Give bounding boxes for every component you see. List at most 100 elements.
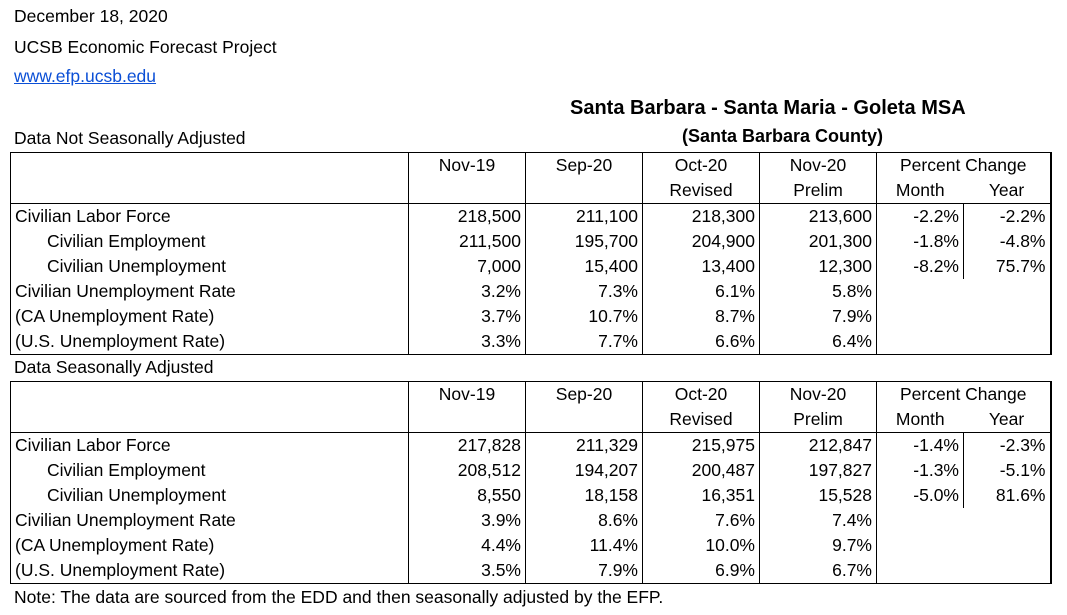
cell-value: 208,512	[408, 458, 526, 483]
cell-value: 7.7%	[525, 329, 643, 355]
cell-value: 6.9%	[642, 558, 760, 584]
cell-value: 9.7%	[759, 533, 877, 558]
col-oct20: Oct-20	[642, 381, 760, 407]
cell-value: 10.7%	[525, 304, 643, 329]
cell-value: 213,600	[759, 203, 877, 229]
cell-value: 218,500	[408, 203, 526, 229]
cell-value: 16,351	[642, 483, 760, 508]
row-label: (CA Unemployment Rate)	[10, 533, 409, 558]
cell-value: 201,300	[759, 229, 877, 254]
cell-value: 7,000	[408, 254, 526, 279]
cell-value: 3.9%	[408, 508, 526, 533]
row-label: Civilian Employment	[10, 229, 409, 254]
cell-value: 8.6%	[525, 508, 643, 533]
table-row: Civilian Employment 211,500 195,700 204,…	[10, 229, 1052, 254]
table-row: (U.S. Unemployment Rate) 3.5% 7.9% 6.9% …	[10, 558, 1052, 584]
cell-value: 3.7%	[408, 304, 526, 329]
row-label: Civilian Unemployment Rate	[10, 508, 409, 533]
col-month: Month	[876, 178, 964, 204]
sa-header-row-2: Revised Prelim Month Year	[10, 407, 1052, 433]
cell-value: 7.9%	[525, 558, 643, 584]
cell-month-change: -5.0%	[876, 483, 964, 508]
row-label: Civilian Unemployment Rate	[10, 279, 409, 304]
cell-value: 200,487	[642, 458, 760, 483]
report-date: December 18, 2020	[14, 6, 168, 26]
cell-value: 12,300	[759, 254, 877, 279]
nsa-header-row-2: Revised Prelim Month Year	[10, 178, 1052, 204]
cell-year-change: 75.7%	[963, 254, 1052, 279]
cell-value: 3.3%	[408, 329, 526, 355]
cell-year-change: 81.6%	[963, 483, 1052, 508]
organization-name: UCSB Economic Forecast Project	[14, 37, 277, 57]
col-year: Year	[963, 178, 1052, 204]
table-row: Civilian Labor Force 218,500 211,100 218…	[10, 203, 1052, 229]
row-label: Civilian Unemployment	[10, 483, 409, 508]
cell-value: 4.4%	[408, 533, 526, 558]
row-label: (U.S. Unemployment Rate)	[10, 558, 409, 584]
sa-section-heading: Data Seasonally Adjusted	[14, 357, 214, 377]
col-year: Year	[963, 407, 1052, 433]
col-nov20-sub: Prelim	[759, 178, 877, 204]
cell-value: 197,827	[759, 458, 877, 483]
table-row: Civilian Unemployment Rate 3.2% 7.3% 6.1…	[10, 279, 1052, 304]
cell-month-change: -2.2%	[876, 203, 964, 229]
col-sep20: Sep-20	[525, 152, 643, 178]
cell-value: 218,300	[642, 203, 760, 229]
row-label: (CA Unemployment Rate)	[10, 304, 409, 329]
cell-value: 3.2%	[408, 279, 526, 304]
cell-value: 10.0%	[642, 533, 760, 558]
col-sep20: Sep-20	[525, 381, 643, 407]
table-row: Civilian Unemployment Rate 3.9% 8.6% 7.6…	[10, 508, 1052, 533]
table-row: Civilian Unemployment 8,550 18,158 16,35…	[10, 483, 1052, 508]
col-oct20: Oct-20	[642, 152, 760, 178]
msa-title: Santa Barbara - Santa Maria - Goleta MSA	[570, 97, 966, 119]
col-nov20: Nov-20	[759, 381, 877, 407]
cell-value: 7.6%	[642, 508, 760, 533]
cell-value: 217,828	[408, 432, 526, 458]
cell-value: 6.4%	[759, 329, 877, 355]
col-oct20-sub: Revised	[642, 407, 760, 433]
cell-value: 11.4%	[525, 533, 643, 558]
cell-year-change: -4.8%	[963, 229, 1052, 254]
table-row: (CA Unemployment Rate) 4.4% 11.4% 10.0% …	[10, 533, 1052, 558]
cell-value: 5.8%	[759, 279, 877, 304]
cell-value: 211,500	[408, 229, 526, 254]
col-nov19: Nov-19	[408, 152, 526, 178]
cell-month-change: -1.8%	[876, 229, 964, 254]
nsa-section-heading: Data Not Seasonally Adjusted	[14, 128, 246, 148]
cell-value: 212,847	[759, 432, 877, 458]
table-row: Civilian Unemployment 7,000 15,400 13,40…	[10, 254, 1052, 279]
nsa-header-row-1: Nov-19 Sep-20 Oct-20 Nov-20 Percent Chan…	[10, 152, 1052, 178]
cell-value: 211,329	[525, 432, 643, 458]
cell-value: 8,550	[408, 483, 526, 508]
cell-value: 6.6%	[642, 329, 760, 355]
sa-header-row-1: Nov-19 Sep-20 Oct-20 Nov-20 Percent Chan…	[10, 381, 1052, 407]
cell-value: 8.7%	[642, 304, 760, 329]
cell-value: 6.1%	[642, 279, 760, 304]
row-label: Civilian Unemployment	[10, 254, 409, 279]
cell-value: 7.9%	[759, 304, 877, 329]
col-nov19: Nov-19	[408, 381, 526, 407]
msa-subtitle: (Santa Barbara County)	[682, 126, 884, 146]
footnote: Note: The data are sourced from the EDD …	[14, 587, 664, 607]
row-label: Civilian Employment	[10, 458, 409, 483]
table-row: Civilian Employment 208,512 194,207 200,…	[10, 458, 1052, 483]
cell-month-change: -1.4%	[876, 432, 964, 458]
cell-value: 3.5%	[408, 558, 526, 584]
col-month: Month	[876, 407, 964, 433]
col-nov20-sub: Prelim	[759, 407, 877, 433]
table-row: (U.S. Unemployment Rate) 3.3% 7.7% 6.6% …	[10, 329, 1052, 355]
cell-value: 215,975	[642, 432, 760, 458]
website-link[interactable]: www.efp.ucsb.edu	[14, 66, 157, 86]
cell-year-change: -2.2%	[963, 203, 1052, 229]
cell-value: 6.7%	[759, 558, 877, 584]
col-percent-change: Percent Change	[876, 152, 1052, 178]
cell-year-change: -2.3%	[963, 432, 1052, 458]
cell-value: 211,100	[525, 203, 643, 229]
row-label: (U.S. Unemployment Rate)	[10, 329, 409, 355]
col-oct20-sub: Revised	[642, 178, 760, 204]
row-label: Civilian Labor Force	[10, 432, 409, 458]
cell-value: 13,400	[642, 254, 760, 279]
cell-value: 204,900	[642, 229, 760, 254]
row-label: Civilian Labor Force	[10, 203, 409, 229]
